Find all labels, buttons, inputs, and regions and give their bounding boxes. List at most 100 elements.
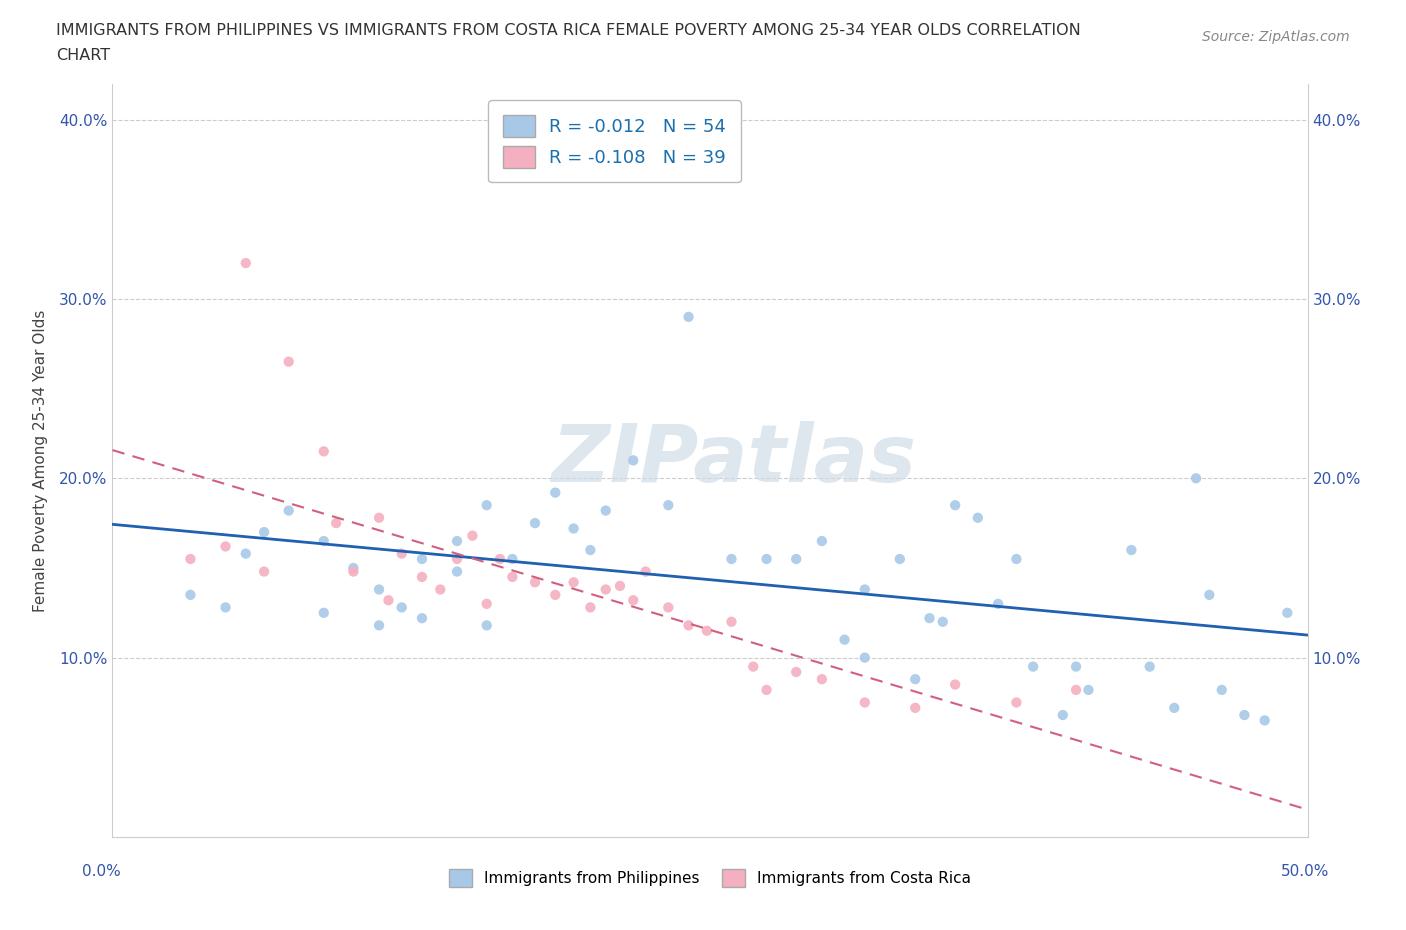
Legend: Immigrants from Philippines, Immigrants from Costa Rica: Immigrants from Philippines, Immigrants … <box>443 862 977 894</box>
Point <box>277 503 299 518</box>
Text: 0.0%: 0.0% <box>82 864 121 879</box>
Point <box>696 623 718 638</box>
Point <box>1185 471 1208 485</box>
Point <box>1064 683 1087 698</box>
Point <box>325 515 347 530</box>
Point <box>429 582 451 597</box>
Point <box>853 582 876 597</box>
Point <box>1253 713 1275 728</box>
Point <box>253 525 276 539</box>
Point <box>609 578 631 593</box>
Point <box>312 534 335 549</box>
Point <box>214 600 236 615</box>
Point <box>943 498 966 512</box>
Point <box>342 565 364 579</box>
Point <box>834 632 856 647</box>
Point <box>853 695 876 710</box>
Point <box>475 498 498 512</box>
Point <box>475 618 498 632</box>
Point <box>253 565 276 579</box>
Point <box>755 551 778 566</box>
Point <box>235 256 257 271</box>
Point <box>235 546 257 561</box>
Point <box>785 665 807 680</box>
Text: IMMIGRANTS FROM PHILIPPINES VS IMMIGRANTS FROM COSTA RICA FEMALE POVERTY AMONG 2: IMMIGRANTS FROM PHILIPPINES VS IMMIGRANT… <box>56 23 1081 38</box>
Point <box>579 542 602 557</box>
Point <box>446 534 468 549</box>
Point <box>562 521 585 536</box>
Point <box>391 546 413 561</box>
Point <box>368 618 391 632</box>
Point <box>1064 659 1087 674</box>
Point <box>312 444 335 458</box>
Point <box>595 582 617 597</box>
Point <box>657 498 679 512</box>
Point <box>411 611 433 626</box>
Point <box>489 551 512 566</box>
Point <box>904 671 927 686</box>
Text: 50.0%: 50.0% <box>1281 864 1329 879</box>
Point <box>621 592 644 607</box>
Point <box>811 534 834 549</box>
Point <box>720 551 742 566</box>
Point <box>524 575 547 590</box>
Point <box>562 575 585 590</box>
Point <box>1077 683 1099 698</box>
Text: Source: ZipAtlas.com: Source: ZipAtlas.com <box>1202 30 1350 44</box>
Point <box>446 565 468 579</box>
Point <box>411 551 433 566</box>
Point <box>411 569 433 584</box>
Point <box>1163 700 1185 715</box>
Point <box>634 565 657 579</box>
Point <box>720 615 742 630</box>
Y-axis label: Female Poverty Among 25-34 Year Olds: Female Poverty Among 25-34 Year Olds <box>32 309 48 612</box>
Point <box>446 551 468 566</box>
Point <box>475 596 498 611</box>
Point <box>214 539 236 554</box>
Point <box>524 515 547 530</box>
Point <box>678 310 700 325</box>
Point <box>966 511 988 525</box>
Point <box>579 600 602 615</box>
Point <box>943 677 966 692</box>
Point <box>179 588 201 603</box>
Point <box>889 551 911 566</box>
Point <box>312 605 335 620</box>
Point <box>377 592 399 607</box>
Point <box>1121 542 1143 557</box>
Point <box>501 569 523 584</box>
Point <box>1277 605 1299 620</box>
Point <box>391 600 413 615</box>
Point <box>277 354 299 369</box>
Point <box>342 561 364 576</box>
Point <box>853 650 876 665</box>
Point <box>461 528 484 543</box>
Point <box>785 551 807 566</box>
Point <box>678 618 700 632</box>
Point <box>904 700 927 715</box>
Point <box>1005 695 1028 710</box>
Point <box>544 485 567 500</box>
Point <box>1198 588 1220 603</box>
Point <box>1211 683 1233 698</box>
Point <box>1005 551 1028 566</box>
Point <box>501 551 523 566</box>
Point <box>755 683 778 698</box>
Point <box>1233 708 1256 723</box>
Text: CHART: CHART <box>56 48 110 63</box>
Point <box>1022 659 1045 674</box>
Point <box>621 453 644 468</box>
Point <box>932 615 955 630</box>
Point <box>544 588 567 603</box>
Point <box>657 600 679 615</box>
Point <box>179 551 201 566</box>
Point <box>918 611 941 626</box>
Point <box>987 596 1010 611</box>
Text: ZIPatlas: ZIPatlas <box>551 421 917 499</box>
Point <box>1052 708 1074 723</box>
Point <box>368 511 391 525</box>
Point <box>742 659 765 674</box>
Point <box>811 671 834 686</box>
Point <box>595 503 617 518</box>
Point <box>368 582 391 597</box>
